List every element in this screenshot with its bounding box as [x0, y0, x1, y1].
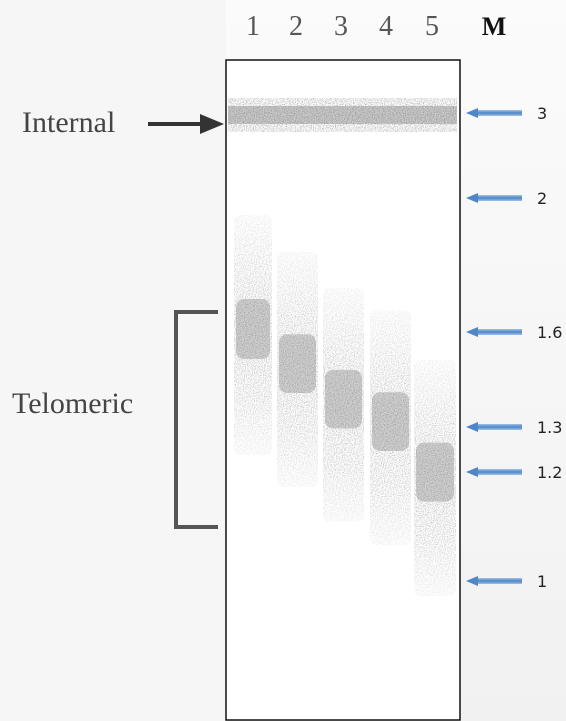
marker-arrow-shaft [476, 424, 522, 430]
lane-label: 2 [289, 11, 303, 42]
gel-diagram: Internal Telomeric 12345 M 321.61.31.21 [0, 0, 566, 721]
smear-core [416, 443, 454, 502]
marker-label: 1 [537, 572, 547, 591]
smear-core [236, 299, 270, 359]
marker-label: 1.3 [537, 418, 562, 437]
marker-arrow-shaft [476, 195, 522, 201]
smear-core [372, 392, 409, 451]
smear-core [279, 334, 316, 393]
internal-label: Internal [22, 106, 115, 139]
marker-label: 1.6 [537, 323, 562, 342]
marker-arrow-shaft [476, 110, 522, 116]
telomeric-label: Telomeric [12, 387, 133, 420]
marker-arrow-shaft [476, 578, 522, 584]
marker-label: 2 [537, 189, 547, 208]
smear-core [325, 370, 362, 429]
lane-label: 1 [246, 11, 260, 42]
lane-label: 5 [425, 11, 439, 42]
marker-label: 3 [537, 104, 547, 123]
internal-band-core [228, 106, 457, 124]
marker-label: 1.2 [537, 463, 562, 482]
marker-arrow-shaft [476, 329, 522, 335]
marker-lane-label: M [482, 12, 507, 41]
lane-label: 4 [379, 11, 393, 42]
marker-arrow-shaft [476, 469, 522, 475]
lane-label: 3 [334, 11, 348, 42]
